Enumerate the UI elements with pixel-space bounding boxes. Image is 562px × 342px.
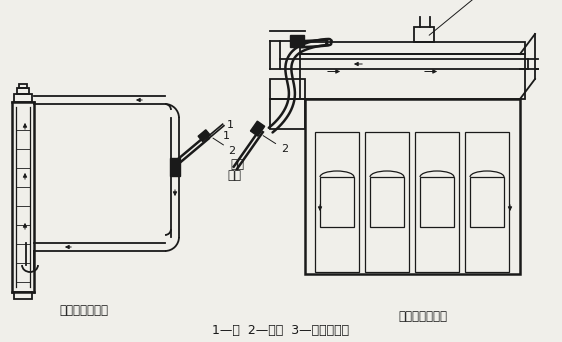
Bar	[300, 42, 525, 54]
Bar	[170, 158, 180, 176]
Bar	[270, 99, 305, 129]
Text: 1: 1	[227, 120, 234, 130]
Bar	[198, 130, 210, 142]
Bar	[470, 177, 504, 227]
Bar	[305, 99, 520, 274]
Text: 2: 2	[213, 138, 235, 156]
Bar	[14, 292, 32, 299]
Bar	[320, 177, 354, 227]
Text: 1: 1	[223, 131, 230, 141]
Bar	[19, 84, 27, 88]
Bar	[300, 54, 525, 99]
Bar	[420, 177, 454, 227]
Bar	[365, 132, 409, 272]
Bar	[14, 94, 32, 102]
Bar	[270, 79, 305, 99]
Text: 逆流冲洗散热器: 逆流冲洗散热器	[60, 304, 108, 317]
Bar	[414, 27, 434, 42]
Text: 1—水  2—空气  3—拆下节温器: 1—水 2—空气 3—拆下节温器	[212, 324, 350, 337]
Bar	[370, 177, 404, 227]
Text: 2: 2	[263, 136, 288, 154]
Bar	[315, 132, 359, 272]
Bar	[251, 121, 265, 136]
Text: 逆流冲洗发动机: 逆流冲洗发动机	[398, 310, 447, 323]
Text: 3: 3	[429, 0, 489, 35]
Bar	[290, 35, 304, 47]
Bar	[415, 132, 459, 272]
Text: 喷枪: 喷枪	[230, 158, 244, 171]
Bar	[17, 88, 29, 94]
Text: 喷枪: 喷枪	[227, 169, 241, 182]
Bar	[465, 132, 509, 272]
